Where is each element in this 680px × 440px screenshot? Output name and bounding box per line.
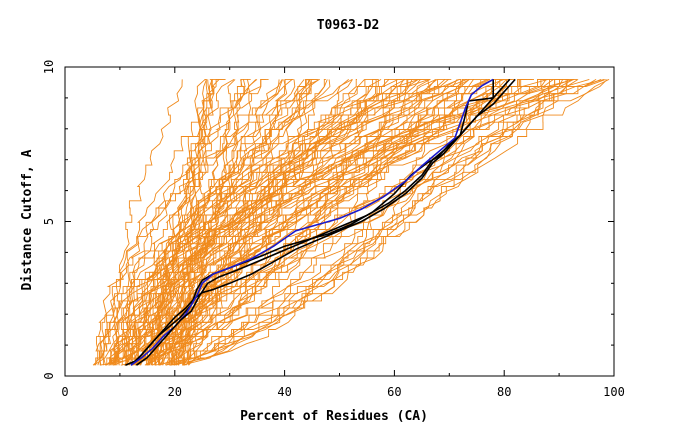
x-tick-label: 60 bbox=[387, 385, 401, 399]
background-model-line bbox=[158, 79, 211, 366]
background-model-line bbox=[184, 79, 206, 366]
background-model-line bbox=[184, 79, 310, 366]
background-model-line bbox=[113, 78, 534, 366]
chart-title: T0963-D2 bbox=[317, 18, 380, 33]
background-model-line bbox=[183, 79, 608, 366]
background-model-line bbox=[152, 79, 554, 366]
x-tick-label: 0 bbox=[61, 385, 68, 399]
background-model-line bbox=[171, 79, 246, 366]
y-tick-label: 5 bbox=[42, 218, 56, 225]
y-axis-label: Distance Cutoff, A bbox=[20, 149, 35, 290]
x-tick-label: 100 bbox=[603, 385, 625, 399]
background-model-line bbox=[170, 79, 547, 366]
y-tick-label: 10 bbox=[42, 60, 56, 74]
highlighted-series-line bbox=[125, 79, 495, 366]
background-model-line bbox=[106, 79, 430, 366]
background-model-line bbox=[158, 79, 507, 366]
x-tick-label: 20 bbox=[168, 385, 182, 399]
background-model-line bbox=[134, 78, 523, 366]
background-model-line bbox=[159, 79, 413, 366]
background-model-line bbox=[146, 79, 207, 366]
background-model-line bbox=[108, 78, 513, 366]
background-model-line bbox=[110, 79, 293, 366]
x-tick-label: 80 bbox=[497, 385, 511, 399]
background-model-line bbox=[94, 78, 549, 366]
background-model-line bbox=[151, 79, 353, 366]
x-tick-label: 40 bbox=[277, 385, 291, 399]
background-model-line bbox=[99, 79, 421, 366]
background-model-line bbox=[125, 78, 431, 366]
background-model-line bbox=[92, 78, 317, 366]
background-model-line bbox=[95, 79, 257, 366]
highlighted-model-lines bbox=[125, 78, 516, 366]
y-axis: 0 5 10 bbox=[42, 60, 614, 380]
background-model-line bbox=[139, 79, 220, 366]
background-model-line bbox=[101, 79, 284, 366]
x-axis-label: Percent of Residues (CA) bbox=[240, 409, 428, 424]
background-model-line bbox=[131, 78, 429, 366]
background-model-line bbox=[135, 79, 296, 366]
background-model-line bbox=[145, 79, 508, 366]
background-model-line bbox=[156, 79, 305, 366]
background-model-line bbox=[113, 79, 214, 366]
background-model-line bbox=[124, 78, 533, 366]
background-model-line bbox=[99, 78, 573, 366]
background-model-line bbox=[124, 79, 349, 366]
background-model-line bbox=[137, 79, 283, 366]
x-axis: 0 20 40 60 80 100 bbox=[61, 67, 625, 399]
background-model-line bbox=[98, 78, 226, 366]
highlighted-series-line bbox=[135, 78, 511, 366]
background-model-line bbox=[151, 78, 320, 366]
y-tick-label: 0 bbox=[42, 372, 56, 379]
background-model-line bbox=[121, 78, 225, 366]
background-model-line bbox=[169, 79, 474, 366]
